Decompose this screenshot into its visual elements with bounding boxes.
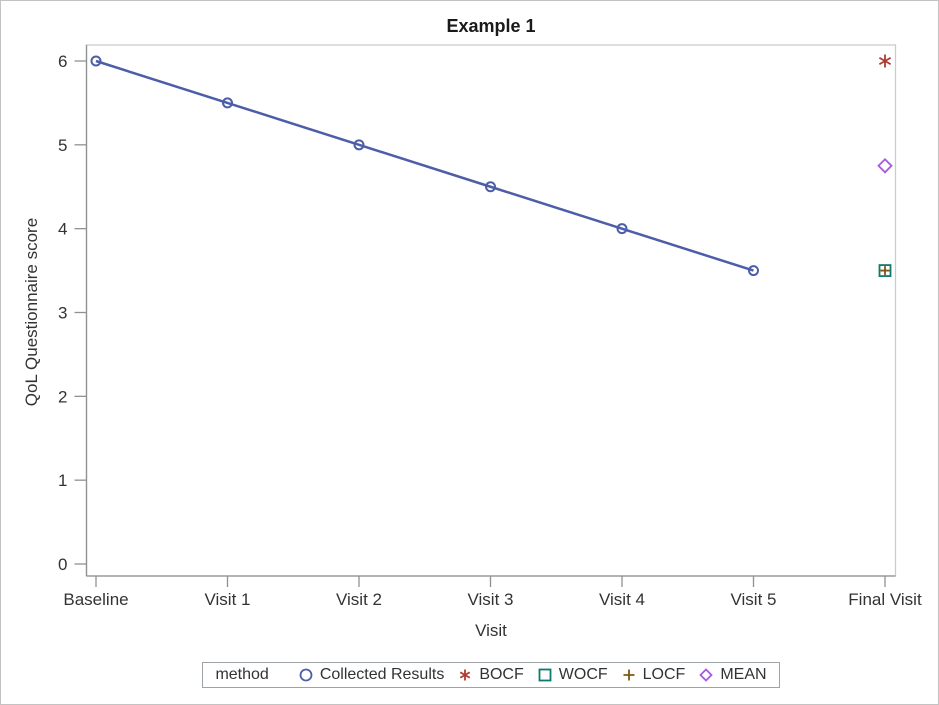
- plus-marker-icon: [880, 266, 890, 276]
- square-marker-icon: [538, 668, 552, 682]
- legend-item-label: BOCF: [479, 666, 524, 683]
- y-tick-label: 2: [58, 387, 67, 406]
- plot-area: 0 1 2 3 4 5 6 Baseline Visit 1 Visit 2 Visit 3 Visi…: [58, 44, 922, 609]
- x-tick-label: Final Visit: [848, 590, 922, 609]
- diamond-legend-icon: [699, 668, 714, 682]
- chart-title: Example 1: [446, 16, 536, 36]
- asterisk-marker-icon: [878, 54, 892, 68]
- x-tick-label: Baseline: [63, 590, 128, 609]
- legend-title: method: [215, 666, 269, 683]
- legend-item-locf: LOCF: [621, 666, 686, 684]
- circle-marker-icon: [222, 97, 233, 109]
- x-tick-label: Visit 1: [205, 590, 251, 609]
- legend-item-label: MEAN: [720, 666, 767, 683]
- x-tick-label: Visit 4: [599, 590, 645, 609]
- asterisk-legend-icon: [460, 669, 471, 681]
- legend-item-label: WOCF: [558, 666, 608, 683]
- circle-marker-icon: [485, 181, 496, 193]
- circle-marker-icon: [748, 265, 759, 277]
- y-tick-label: 1: [58, 471, 67, 490]
- diamond-marker-icon: [699, 668, 714, 682]
- circle-marker-icon: [616, 223, 628, 235]
- square-marker-icon: [878, 264, 892, 277]
- legend-item-mean: MEAN: [698, 666, 767, 684]
- circle-legend-icon: [299, 668, 313, 682]
- legend-item-bocf: BOCF: [457, 666, 524, 684]
- plus-marker-icon: [623, 669, 635, 681]
- x-tick-label: Visit 2: [336, 590, 382, 609]
- y-tick-label: 6: [58, 52, 67, 71]
- circle-marker-icon: [353, 139, 365, 151]
- asterisk-marker-icon: [460, 669, 471, 681]
- x-axis-title: Visit: [475, 621, 507, 640]
- diamond-marker-icon: [877, 158, 893, 174]
- y-tick-label: 4: [58, 220, 67, 239]
- legend-item-label: Collected Results: [319, 666, 445, 683]
- legend-item-collected-results: Collected Results: [298, 666, 445, 684]
- y-tick-label: 0: [58, 555, 67, 574]
- y-tick-label: 5: [58, 136, 67, 155]
- circle-marker-icon: [299, 668, 313, 682]
- y-tick-label: 3: [58, 304, 67, 323]
- square-legend-icon: [538, 668, 552, 682]
- legend: method Collected Results BOCF WOCF LOCF MEAN: [202, 662, 780, 688]
- legend-item-wocf: WOCF: [537, 666, 608, 684]
- plus-legend-icon: [623, 669, 635, 681]
- plot-wall: [85, 44, 897, 577]
- series-line: [95, 59, 754, 272]
- circle-marker-icon: [90, 55, 102, 67]
- legend-row: method Collected Results BOCF WOCF LOCF MEAN: [86, 662, 896, 688]
- legend-item-label: LOCF: [642, 666, 686, 683]
- x-tick-label: Visit 5: [731, 590, 777, 609]
- x-tick-label: Visit 3: [468, 590, 514, 609]
